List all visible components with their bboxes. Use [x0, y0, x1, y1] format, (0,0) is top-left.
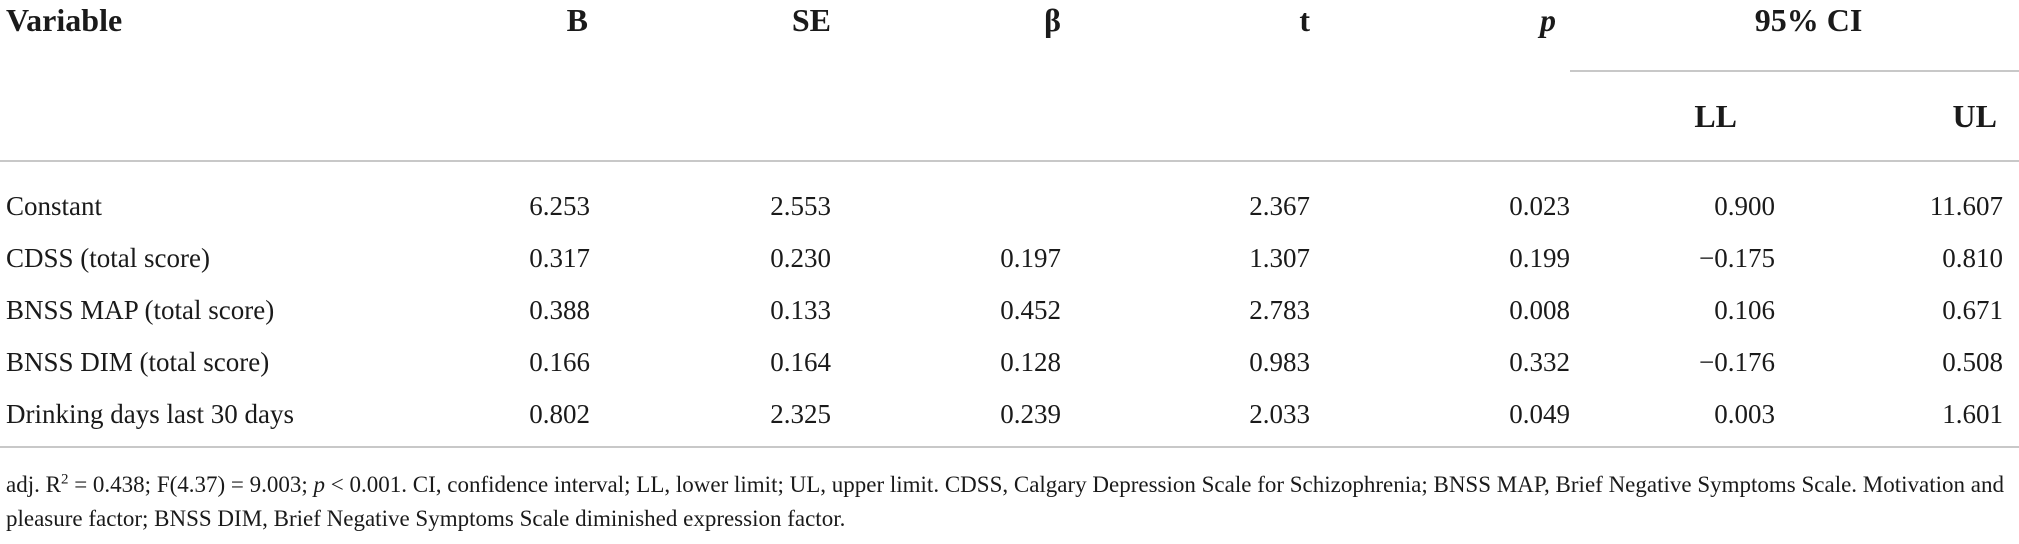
regression-table: Variable B SE β t p 95% CI LL UL Con: [0, 0, 2019, 447]
header-se: SE: [791, 2, 831, 38]
header-ll: LL: [1694, 98, 1737, 134]
cell-variable: BNSS MAP (total score): [6, 294, 275, 325]
cell-t: 2.033: [1249, 398, 1310, 429]
cell-beta: 0.239: [1000, 398, 1061, 429]
table-row: Constant 6.253 2.553 2.367 0.023 0.900 1…: [0, 161, 2019, 232]
cell-p: 0.023: [1509, 190, 1570, 221]
cell-se: 0.164: [770, 346, 831, 377]
header-ci: 95% CI: [1570, 0, 2019, 72]
cell-p: 0.332: [1509, 346, 1570, 377]
cell-beta: 0.128: [1000, 346, 1061, 377]
header-p: p: [1540, 2, 1556, 38]
header-row-bottom: LL UL: [0, 71, 2019, 161]
table-row: Drinking days last 30 days 0.802 2.325 0…: [0, 388, 2019, 447]
cell-t: 0.983: [1249, 346, 1310, 377]
header-b: B: [566, 2, 588, 38]
cell-ll: −0.176: [1699, 346, 1775, 377]
cell-ul: 0.671: [1942, 294, 2003, 325]
footnote-superscript: 2: [60, 471, 69, 488]
table-body: Constant 6.253 2.553 2.367 0.023 0.900 1…: [0, 161, 2019, 447]
cell-b: 0.317: [529, 242, 590, 273]
header-empty-variable: [0, 71, 430, 161]
header-empty-p: [1310, 71, 1570, 161]
cell-se: 0.133: [770, 294, 831, 325]
cell-variable: Constant: [6, 190, 103, 221]
footnote-definitions: < 0.001. CI, confidence interval; LL, lo…: [6, 472, 2004, 531]
cell-beta: 0.452: [1000, 294, 1061, 325]
header-empty-t: [1065, 71, 1310, 161]
table-row: BNSS DIM (total score) 0.166 0.164 0.128…: [0, 336, 2019, 388]
cell-b: 0.802: [529, 398, 590, 429]
cell-beta: 0.197: [1000, 242, 1061, 273]
cell-ll: 0.106: [1714, 294, 1775, 325]
cell-se: 0.230: [770, 242, 831, 273]
footnote-stats: = 0.438; F(4.37) = 9.003;: [68, 472, 314, 497]
table-footnote: adj. R2 = 0.438; F(4.37) = 9.003; p < 0.…: [6, 468, 2011, 536]
cell-p: 0.008: [1509, 294, 1570, 325]
cell-variable: Drinking days last 30 days: [6, 398, 294, 429]
cell-b: 0.388: [529, 294, 590, 325]
cell-ul: 11.607: [1929, 190, 2003, 221]
cell-b: 0.166: [529, 346, 590, 377]
cell-t: 2.783: [1249, 294, 1310, 325]
cell-variable: CDSS (total score): [6, 242, 210, 273]
table-row: CDSS (total score) 0.317 0.230 0.197 1.3…: [0, 232, 2019, 284]
cell-variable: BNSS DIM (total score): [6, 346, 270, 377]
cell-t: 2.367: [1249, 190, 1310, 221]
table-row: BNSS MAP (total score) 0.388 0.133 0.452…: [0, 284, 2019, 336]
header-empty-beta: [835, 71, 1065, 161]
cell-t: 1.307: [1249, 242, 1310, 273]
header-empty-se: [590, 71, 835, 161]
cell-se: 2.325: [770, 398, 831, 429]
cell-b: 6.253: [529, 190, 590, 221]
footnote-adj-r: adj. R: [6, 472, 61, 497]
cell-p: 0.049: [1509, 398, 1570, 429]
header-row-top: Variable B SE β t p 95% CI: [0, 0, 2019, 72]
cell-ul: 0.810: [1942, 242, 2003, 273]
footnote-p-symbol: p: [313, 472, 326, 497]
header-ul: UL: [1952, 98, 1997, 134]
cell-ul: 0.508: [1942, 346, 2003, 377]
cell-se: 2.553: [770, 190, 831, 221]
cell-p: 0.199: [1509, 242, 1570, 273]
regression-table-container: Variable B SE β t p 95% CI LL UL Con: [0, 0, 2019, 447]
cell-beta: [835, 161, 1065, 232]
header-beta: β: [1044, 2, 1061, 38]
cell-ll: −0.175: [1699, 242, 1775, 273]
header-empty-b: [430, 71, 590, 161]
header-t: t: [1299, 2, 1310, 38]
cell-ul: 1.601: [1942, 398, 2003, 429]
table-header: Variable B SE β t p 95% CI LL UL: [0, 0, 2019, 161]
cell-ll: 0.003: [1714, 398, 1775, 429]
cell-ll: 0.900: [1714, 190, 1775, 221]
header-variable: Variable: [6, 2, 123, 38]
